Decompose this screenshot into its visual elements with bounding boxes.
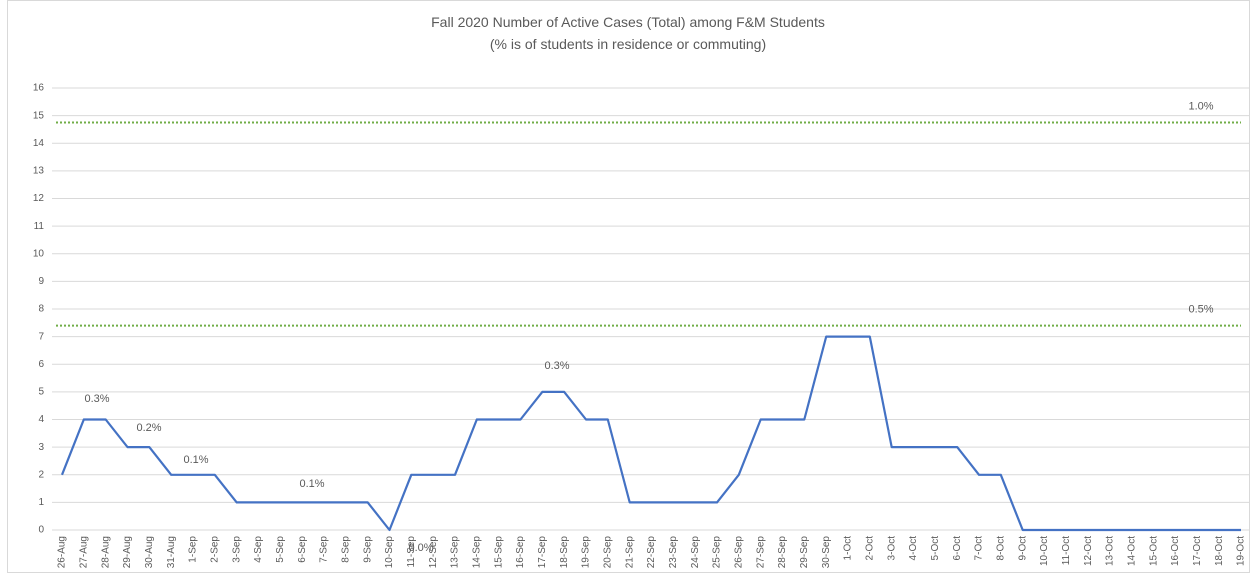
x-tick-label: 8-Sep	[340, 536, 351, 563]
x-tick-label: 19-Oct	[1236, 536, 1247, 566]
x-tick-label: 18-Oct	[1214, 536, 1225, 566]
x-tick-label: 27-Aug	[78, 536, 89, 568]
x-tick-label: 7-Sep	[319, 536, 330, 563]
x-tick-label: 30-Aug	[144, 536, 155, 568]
x-tick-label: 3-Sep	[231, 536, 242, 563]
x-tick-label: 11-Sep	[406, 536, 417, 568]
y-tick-label: 16	[33, 83, 45, 94]
y-tick-label: 8	[38, 304, 44, 315]
x-tick-label: 2-Sep	[209, 536, 220, 563]
x-tick-label: 11-Oct	[1061, 536, 1072, 565]
annotation: 0.3%	[544, 360, 569, 372]
x-tick-label: 3-Oct	[886, 536, 897, 561]
x-tick-label: 7-Oct	[974, 536, 985, 561]
x-tick-label: 15-Oct	[1148, 536, 1159, 566]
x-tick-label: 26-Aug	[57, 536, 68, 568]
x-tick-label: 1-Oct	[843, 536, 854, 561]
x-tick-label: 8-Oct	[995, 536, 1006, 561]
x-tick-label: 6-Sep	[297, 536, 308, 563]
reference-label: 1.0%	[1188, 101, 1213, 113]
x-tick-label: 14-Sep	[471, 536, 482, 569]
x-tick-label: 29-Aug	[122, 536, 133, 568]
y-tick-label: 3	[38, 442, 44, 453]
annotation: 0.2%	[136, 422, 161, 434]
x-tick-label: 4-Oct	[908, 536, 919, 561]
annotation: 0.0%	[408, 542, 433, 554]
y-tick-label: 5	[38, 387, 44, 398]
x-tick-label: 20-Sep	[602, 536, 613, 569]
x-tick-label: 23-Sep	[668, 536, 679, 569]
x-tick-label: 28-Sep	[777, 536, 788, 569]
chart-border	[7, 0, 1250, 573]
x-tick-label: 28-Aug	[100, 536, 111, 568]
y-tick-label: 11	[34, 221, 45, 232]
x-tick-label: 26-Sep	[733, 536, 744, 569]
x-tick-label: 5-Sep	[275, 536, 286, 563]
y-tick-label: 1	[38, 497, 44, 508]
x-tick-label: 19-Sep	[581, 536, 592, 569]
x-tick-label: 12-Sep	[428, 536, 439, 569]
x-tick-label: 21-Sep	[624, 536, 635, 569]
y-tick-label: 13	[33, 166, 45, 177]
x-tick-label: 17-Sep	[537, 536, 548, 569]
y-tick-label: 15	[33, 110, 45, 121]
x-tick-label: 25-Sep	[712, 536, 723, 569]
x-tick-label: 22-Sep	[646, 536, 657, 569]
x-tick-label: 30-Sep	[821, 536, 832, 569]
x-tick-label: 31-Aug	[166, 536, 177, 568]
x-tick-label: 13-Oct	[1105, 536, 1116, 566]
y-tick-label: 0	[38, 525, 44, 536]
x-tick-label: 15-Sep	[493, 536, 504, 569]
data-line	[60, 335, 1241, 532]
y-tick-label: 12	[33, 193, 45, 204]
y-tick-label: 10	[33, 248, 45, 259]
annotation: 0.3%	[84, 393, 109, 405]
x-tick-label: 4-Sep	[253, 536, 264, 563]
x-tick-label: 18-Sep	[559, 536, 570, 569]
x-tick-label: 16-Sep	[515, 536, 526, 569]
x-tick-label: 24-Sep	[690, 536, 701, 569]
x-tick-label: 14-Oct	[1126, 536, 1137, 566]
x-tick-label: 9-Oct	[1017, 536, 1028, 561]
x-tick-label: 13-Sep	[450, 536, 461, 569]
x-tick-label: 10-Sep	[384, 536, 395, 569]
x-tick-label: 12-Oct	[1083, 536, 1094, 566]
y-tick-label: 9	[38, 276, 44, 287]
x-tick-label: 27-Sep	[755, 536, 766, 569]
reference-label: 0.5%	[1188, 304, 1213, 316]
x-tick-label: 10-Oct	[1039, 536, 1050, 566]
x-tick-label: 2-Oct	[864, 536, 875, 561]
annotation: 0.1%	[299, 478, 324, 490]
x-tick-label: 29-Sep	[799, 536, 810, 569]
x-tick-label: 9-Sep	[362, 536, 373, 563]
x-tick-label: 17-Oct	[1192, 536, 1203, 566]
chart-title: Fall 2020 Number of Active Cases (Total)…	[431, 14, 825, 30]
x-tick-label: 5-Oct	[930, 536, 941, 561]
y-tick-label: 14	[33, 138, 45, 149]
x-tick-label: 6-Oct	[952, 536, 963, 561]
chart-subtitle: (% is of students in residence or commut…	[490, 36, 766, 52]
annotation: 0.1%	[183, 454, 208, 466]
x-tick-label: 1-Sep	[188, 536, 199, 563]
y-tick-label: 2	[38, 469, 44, 480]
x-tick-label: 16-Oct	[1170, 536, 1181, 566]
y-tick-label: 6	[38, 359, 44, 370]
y-tick-label: 4	[38, 414, 44, 425]
y-tick-label: 7	[38, 331, 44, 342]
